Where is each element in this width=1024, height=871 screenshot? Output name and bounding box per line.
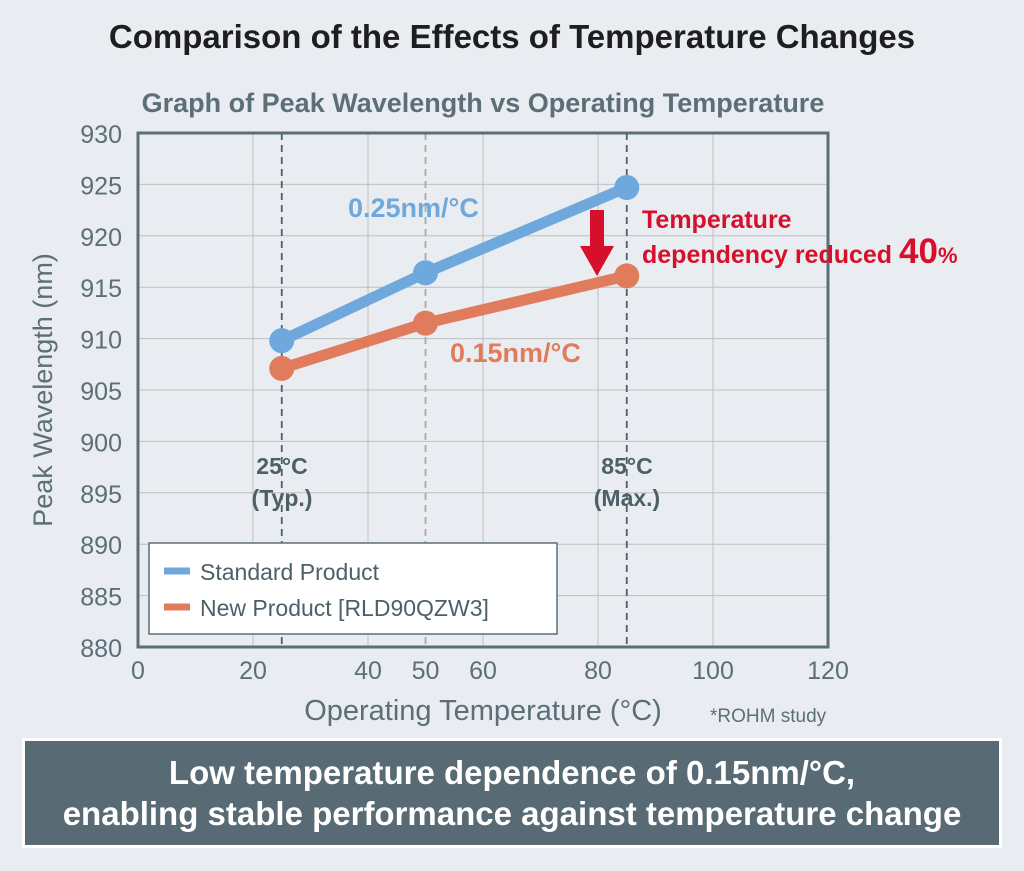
x-tick-label: 0 — [131, 657, 145, 685]
reduction-value: 40 — [899, 232, 938, 271]
summary-line-2: enabling stable performance against temp… — [62, 795, 962, 832]
reduction-label-line2: dependency reduced 40% — [642, 232, 958, 271]
reference-lines — [280, 133, 628, 647]
x-tick-label: 20 — [239, 657, 267, 685]
x-tick-label: 50 — [412, 657, 440, 685]
new-data-point — [413, 310, 438, 336]
summary-banner: Low temperature dependence of 0.15nm/°C,… — [22, 738, 1002, 848]
y-tick-labels: 880 885 890 895 900 905 910 915 920 925 930 — [80, 121, 122, 663]
y-tick-label: 895 — [80, 481, 122, 509]
new-slope-label: 0.15nm/°C — [450, 338, 581, 368]
legend: Standard Product New Product [RLD90QZW3] — [148, 542, 558, 635]
new-data-point — [614, 263, 640, 289]
new-data-point — [269, 355, 295, 381]
reduction-text: dependency reduced — [642, 241, 899, 269]
standard-data-point — [614, 174, 640, 200]
x-tick-label: 40 — [354, 657, 382, 685]
standard-slope-label: 0.25nm/°C — [348, 193, 479, 223]
summary-line-1: Low temperature dependence of 0.15nm/°C, — [168, 753, 856, 791]
series-layer — [269, 174, 640, 381]
plot-frame — [136, 131, 830, 649]
typ-label: (Typ.) — [252, 485, 313, 511]
x-tick-labels: 0 20 40 50 60 80 100 120 — [131, 657, 849, 685]
x-axis-label: Operating Temperature (°C) — [304, 695, 662, 727]
x-tick-label: 80 — [584, 657, 612, 685]
y-tick-label: 915 — [80, 275, 122, 303]
typ-temp-label: 25°C — [256, 453, 307, 479]
x-tick-label: 60 — [469, 657, 497, 685]
standard-data-point — [269, 328, 295, 354]
reduction-unit: % — [938, 243, 958, 268]
y-tick-label: 905 — [80, 378, 122, 406]
chart-title: Graph of Peak Wavelength vs Operating Te… — [142, 88, 825, 118]
source-note: *ROHM study — [710, 706, 827, 727]
max-label: (Max.) — [594, 485, 660, 511]
y-tick-label: 910 — [80, 327, 122, 355]
legend-box — [148, 542, 558, 635]
y-tick-label: 930 — [80, 121, 122, 149]
y-tick-label: 890 — [80, 532, 122, 560]
y-tick-label: 900 — [80, 429, 122, 457]
standard-data-point — [413, 260, 438, 286]
y-tick-label: 920 — [80, 224, 122, 252]
page-title: Comparison of the Effects of Temperature… — [108, 18, 916, 55]
y-tick-label: 880 — [80, 635, 122, 663]
x-tick-label: 120 — [807, 657, 849, 685]
reduction-label-line1: Temperature — [642, 206, 792, 234]
legend-standard-label: Standard Product — [200, 559, 380, 585]
max-temp-label: 85°C — [601, 453, 652, 479]
legend-new-label: New Product [RLD90QZW3] — [200, 595, 489, 621]
y-tick-label: 885 — [80, 584, 122, 612]
y-axis-label: Peak Wavelength (nm) — [28, 253, 58, 527]
y-tick-label: 925 — [80, 172, 122, 200]
reduction-arrow — [580, 210, 614, 276]
x-tick-label: 100 — [692, 657, 734, 685]
